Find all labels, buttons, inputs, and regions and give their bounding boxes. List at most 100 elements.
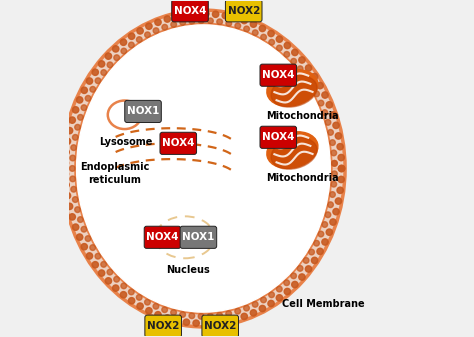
- FancyBboxPatch shape: [172, 0, 208, 22]
- Circle shape: [276, 295, 283, 301]
- Circle shape: [326, 102, 333, 108]
- Circle shape: [217, 312, 222, 318]
- Circle shape: [85, 236, 91, 241]
- Text: NOX4: NOX4: [146, 232, 179, 242]
- Circle shape: [235, 23, 241, 29]
- Circle shape: [99, 61, 105, 67]
- Circle shape: [69, 117, 75, 123]
- FancyBboxPatch shape: [202, 315, 238, 337]
- Text: NOX4: NOX4: [262, 132, 294, 142]
- Circle shape: [325, 120, 331, 125]
- Circle shape: [128, 289, 134, 295]
- Ellipse shape: [267, 70, 318, 106]
- Circle shape: [198, 313, 204, 319]
- Circle shape: [146, 308, 152, 314]
- Circle shape: [303, 257, 309, 263]
- Circle shape: [232, 316, 238, 323]
- Circle shape: [328, 202, 333, 208]
- Circle shape: [250, 21, 256, 27]
- Circle shape: [90, 87, 96, 92]
- Circle shape: [137, 303, 143, 309]
- Circle shape: [95, 253, 101, 259]
- Circle shape: [64, 192, 71, 199]
- Text: Nucleus: Nucleus: [166, 265, 210, 275]
- Circle shape: [212, 319, 219, 326]
- Circle shape: [208, 18, 213, 24]
- Circle shape: [146, 23, 152, 29]
- Circle shape: [105, 278, 111, 284]
- Circle shape: [73, 134, 78, 140]
- Circle shape: [145, 299, 150, 305]
- Circle shape: [268, 30, 274, 37]
- FancyBboxPatch shape: [125, 100, 161, 123]
- Circle shape: [81, 105, 87, 111]
- Circle shape: [338, 154, 345, 161]
- Circle shape: [322, 92, 328, 98]
- Text: NOX1: NOX1: [182, 232, 215, 242]
- Circle shape: [276, 45, 282, 51]
- Circle shape: [62, 171, 69, 177]
- Circle shape: [66, 127, 73, 134]
- Circle shape: [291, 58, 297, 64]
- Circle shape: [241, 313, 247, 320]
- Text: NOX2: NOX2: [147, 321, 179, 331]
- Circle shape: [250, 310, 256, 316]
- Circle shape: [252, 302, 258, 307]
- Circle shape: [269, 39, 274, 45]
- FancyBboxPatch shape: [145, 315, 182, 337]
- Circle shape: [193, 11, 200, 17]
- Circle shape: [105, 53, 111, 59]
- FancyBboxPatch shape: [144, 226, 181, 248]
- Circle shape: [314, 91, 319, 97]
- Circle shape: [325, 212, 331, 218]
- Circle shape: [180, 20, 186, 25]
- Circle shape: [128, 42, 134, 48]
- Circle shape: [305, 65, 312, 71]
- Circle shape: [335, 133, 342, 139]
- Text: NOX4: NOX4: [162, 138, 194, 148]
- Circle shape: [137, 295, 142, 300]
- Circle shape: [63, 182, 69, 188]
- Ellipse shape: [271, 75, 317, 107]
- Ellipse shape: [267, 132, 318, 168]
- Circle shape: [81, 226, 87, 232]
- Circle shape: [86, 78, 92, 84]
- Circle shape: [164, 315, 171, 321]
- Circle shape: [318, 231, 324, 237]
- Circle shape: [297, 66, 303, 71]
- Ellipse shape: [271, 137, 317, 169]
- Circle shape: [276, 286, 282, 292]
- Circle shape: [203, 10, 209, 17]
- Circle shape: [284, 52, 290, 57]
- FancyBboxPatch shape: [226, 0, 262, 22]
- Circle shape: [331, 181, 337, 187]
- Circle shape: [333, 122, 339, 128]
- Circle shape: [299, 57, 305, 63]
- Circle shape: [128, 33, 135, 39]
- Text: NOX2: NOX2: [228, 6, 260, 16]
- Circle shape: [62, 160, 69, 166]
- Circle shape: [145, 32, 150, 38]
- Circle shape: [114, 276, 119, 282]
- Circle shape: [338, 165, 345, 172]
- Circle shape: [331, 171, 337, 177]
- Circle shape: [73, 224, 79, 230]
- Circle shape: [269, 292, 274, 298]
- Circle shape: [328, 129, 333, 135]
- Circle shape: [311, 257, 318, 264]
- Circle shape: [203, 320, 209, 327]
- Circle shape: [330, 219, 336, 225]
- Circle shape: [299, 274, 305, 280]
- Circle shape: [333, 209, 339, 215]
- Circle shape: [241, 17, 247, 24]
- Circle shape: [162, 24, 168, 30]
- Circle shape: [232, 14, 238, 21]
- FancyBboxPatch shape: [180, 226, 217, 248]
- Text: Endoplasmic
reticulum: Endoplasmic reticulum: [80, 162, 149, 185]
- Circle shape: [322, 110, 328, 116]
- Circle shape: [212, 11, 219, 18]
- Circle shape: [331, 160, 337, 166]
- Circle shape: [318, 100, 324, 106]
- Circle shape: [303, 74, 309, 80]
- Circle shape: [75, 207, 81, 213]
